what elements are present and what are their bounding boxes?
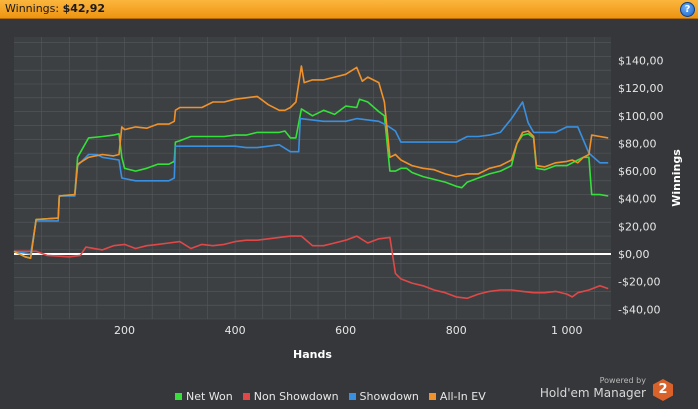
y-tick-label: $80,00 <box>618 137 657 150</box>
brand-name: Hold'em Manager <box>539 386 646 400</box>
legend-label: Net Won <box>186 389 233 403</box>
legend-swatch <box>348 392 356 400</box>
legend-swatch <box>175 392 182 400</box>
y-tick-label: $60,00 <box>618 165 657 178</box>
x-tick-label: 1 000 <box>551 324 583 337</box>
winnings-amount: $42,92 <box>62 2 106 15</box>
winnings-label: Winnings: $42,92 <box>5 2 105 15</box>
legend-item: All-In EV <box>428 389 486 403</box>
x-axis-title: Hands <box>293 348 332 361</box>
series-line-showdown <box>13 101 609 255</box>
y-tick-label: $100,00 <box>618 110 664 123</box>
y-tick-label: -$40,00 <box>618 303 660 316</box>
y-tick-label: $120,00 <box>618 82 664 95</box>
y-axis-title: Winnings <box>670 149 683 207</box>
legend-label: Non Showdown <box>253 389 339 403</box>
legend-item: Non Showdown <box>242 389 339 403</box>
help-icon[interactable]: ? <box>680 2 695 17</box>
hm2-logo-icon: 2 <box>653 379 673 401</box>
winnings-caption: Winnings: <box>5 2 60 15</box>
y-tick-label: -$20,00 <box>618 276 660 289</box>
x-tick-label: 800 <box>446 324 467 337</box>
x-tick-label: 200 <box>114 324 135 337</box>
legend-swatch <box>242 392 250 400</box>
y-tick-label: $140,00 <box>618 55 664 68</box>
x-tick-label: 600 <box>335 324 356 337</box>
y-tick-label: $40,00 <box>618 193 657 206</box>
title-bar: Winnings: $42,92 ? <box>0 0 698 19</box>
legend-swatch <box>428 392 436 400</box>
legend-item: Showdown <box>348 389 419 403</box>
series-line-net-won <box>13 98 609 259</box>
chart-legend: Net Won Non Showdown Showdown All-In EV <box>175 389 486 403</box>
y-tick-label: $0,00 <box>618 248 650 261</box>
legend-label: Showdown <box>359 389 419 403</box>
y-tick-label: $20,00 <box>618 220 657 233</box>
legend-item: Net Won <box>175 389 233 403</box>
series-line-all-in-ev <box>13 65 609 259</box>
winnings-chart: $140,00 $120,00 $100,00 $80,00 $60,00 $40,00 $… <box>13 37 683 361</box>
series-line-non-showdown <box>14 235 609 300</box>
x-tick-label: 400 <box>225 324 246 337</box>
powered-by-text: Powered by <box>599 376 646 385</box>
legend-label: All-In EV <box>439 389 486 403</box>
brand-logo-block: Powered by Hold'em Manager 2 <box>540 376 686 404</box>
